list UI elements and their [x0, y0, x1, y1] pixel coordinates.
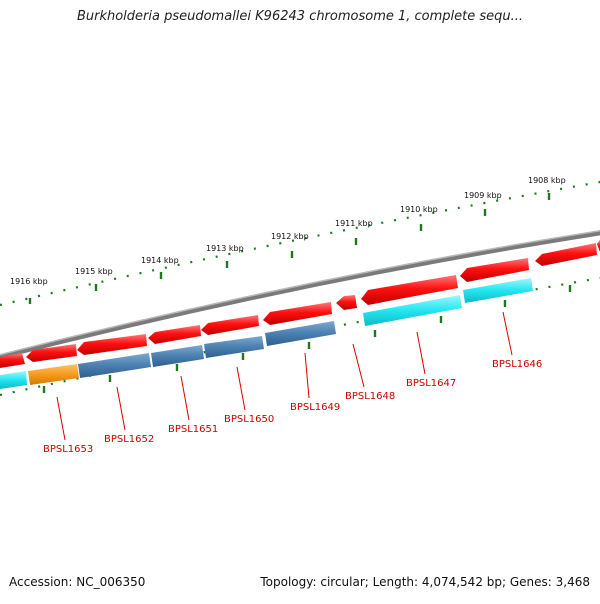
accession-label: Accession: NC_006350 — [9, 575, 146, 589]
gene-feature[interactable] — [460, 258, 529, 282]
gene-leader-lines — [56, 311, 513, 441]
cds-feature[interactable] — [28, 364, 79, 385]
ruler-major-ticks — [28, 193, 551, 304]
ruler-inner-ticks — [42, 285, 572, 393]
gene-label[interactable]: BPSL1650 — [224, 414, 274, 425]
gene-label[interactable]: BPSL1653 — [43, 444, 93, 455]
gene-feature[interactable] — [336, 295, 357, 310]
ruler-label: 1913 kbp — [206, 244, 244, 253]
cds-feature[interactable] — [151, 345, 204, 367]
gene-feature[interactable] — [201, 315, 259, 335]
gene-label[interactable]: BPSL1652 — [104, 434, 154, 445]
gene-feature[interactable] — [26, 344, 77, 362]
cds-feature[interactable] — [204, 336, 264, 358]
gene-feature[interactable] — [361, 275, 458, 305]
ruler-label: 1908 kbp — [528, 176, 566, 185]
ruler-label: 1910 kbp — [400, 205, 438, 214]
gene-label[interactable]: BPSL1648 — [345, 391, 395, 402]
gene-feature[interactable] — [148, 325, 201, 344]
gene-feature[interactable] — [77, 334, 147, 355]
gene-label[interactable]: BPSL1649 — [290, 402, 340, 413]
gene-feature[interactable] — [597, 240, 600, 252]
ruler-label: 1914 kbp — [141, 256, 179, 265]
cds-feature[interactable] — [265, 321, 336, 346]
map-title: Burkholderia pseudomallei K96243 chromos… — [76, 9, 524, 24]
gene-feature[interactable] — [263, 302, 332, 325]
ruler-label: 1912 kbp — [271, 232, 309, 241]
gene-feature[interactable] — [0, 353, 25, 368]
sequence-summary: Topology: circular; Length: 4,074,542 bp… — [260, 575, 590, 589]
backbone-track — [0, 230, 600, 360]
ruler-label: 1909 kbp — [464, 191, 502, 200]
ruler-label: 1915 kbp — [75, 267, 113, 276]
backbone-highlight — [0, 230, 600, 356]
gene-label[interactable]: BPSL1646 — [492, 359, 542, 370]
ruler-label: 1916 kbp — [10, 277, 48, 286]
gene-feature[interactable] — [535, 243, 597, 266]
cds-feature[interactable] — [463, 278, 533, 303]
ruler-label: 1911 kbp — [335, 219, 373, 228]
gene-label[interactable]: BPSL1647 — [406, 378, 456, 389]
cds-feature[interactable] — [78, 353, 151, 378]
gene-label[interactable]: BPSL1651 — [168, 424, 218, 435]
cds-feature[interactable] — [0, 371, 27, 389]
cds-feature[interactable] — [363, 295, 462, 326]
